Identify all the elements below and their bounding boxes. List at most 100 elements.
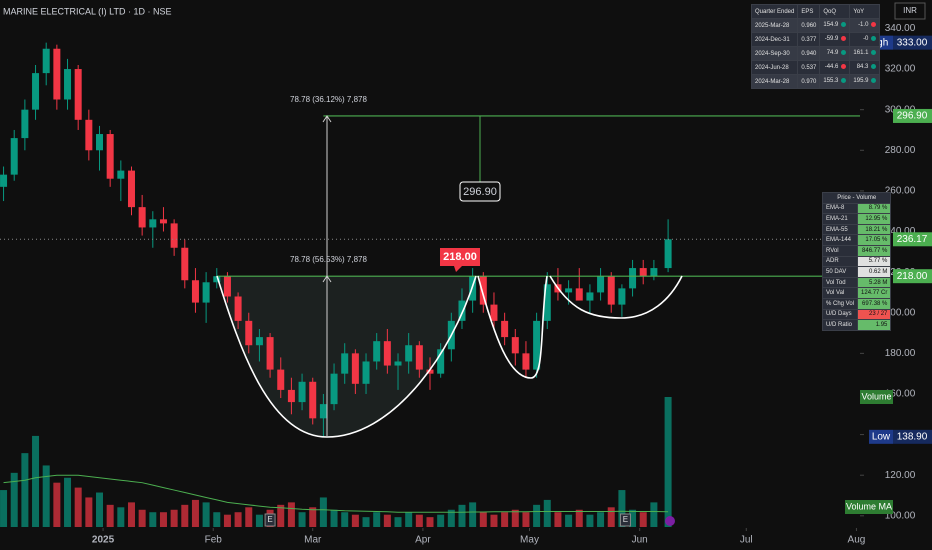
candle-body [234, 296, 242, 321]
candle-body [437, 349, 445, 374]
candle-body [159, 219, 167, 224]
table-row: EMA-21 12.95 % [821, 213, 892, 225]
candle-body [383, 341, 391, 366]
price-label: 236.17 [897, 234, 928, 245]
table-row: Vol Tod 5.28 M [821, 276, 892, 289]
volume-bar [426, 517, 434, 527]
trend-dot [841, 64, 847, 70]
row-value: 18.21 % [857, 223, 892, 236]
volume-bar [383, 514, 391, 527]
volume-bar [565, 514, 573, 527]
cell-text: 74.9 [826, 50, 839, 57]
volume-bar [330, 509, 338, 527]
table-row: U/D Ratio 1.95 [821, 319, 892, 331]
volume-bar [618, 490, 626, 527]
candle-body [629, 268, 637, 289]
x-tick-label: Mar [304, 535, 322, 546]
candle-body [10, 138, 18, 175]
volume-bar [522, 512, 530, 527]
row-label: % Chg Vol [821, 297, 859, 310]
row-label: EMA-55 [821, 223, 859, 236]
y-tick-label: 100.00 [885, 510, 916, 521]
table-cell: 2024-Dec-31 [750, 32, 799, 47]
table-row: ADR 5.77 % [821, 255, 892, 268]
x-tick-label: Jun [632, 535, 648, 546]
price-label-box [893, 108, 932, 123]
y-tick-label: 160.00 [885, 389, 916, 400]
volume-bar [245, 507, 253, 527]
table-cell: -59.9 [819, 32, 851, 47]
row-label: EMA-8 [821, 202, 859, 215]
cell-text: 154.9 [823, 22, 839, 29]
volume-bar [650, 502, 658, 527]
candle-body [533, 320, 541, 370]
event-marker-label: E [267, 515, 272, 524]
x-tick-label: May [520, 535, 539, 546]
candle-body [639, 268, 647, 277]
candle-body [394, 361, 402, 366]
header-cell: Quarter Ended [750, 4, 799, 19]
row-value: 697.38 % [857, 297, 892, 310]
callout-label: 296.90 [463, 186, 497, 198]
measure-arrow [322, 115, 332, 123]
volume-bar [309, 507, 317, 527]
volume-bar [458, 504, 466, 527]
x-tick-label: Aug [848, 535, 866, 546]
candle-body [170, 223, 178, 248]
volume-bar [575, 509, 583, 527]
cell-text: -1.0 [858, 22, 869, 29]
candle-body [277, 369, 285, 390]
table-title-row: Price - Volume [821, 192, 892, 204]
cell-text: 2024-Mar-28 [755, 78, 790, 85]
candle-body [415, 345, 423, 370]
volume-bar [64, 477, 72, 527]
row-value: 124.77 Cr [857, 287, 892, 299]
candle-body [42, 48, 50, 74]
volume-bar [607, 507, 615, 527]
table-cell: 0.377 [797, 32, 821, 47]
price-label: 296.90 [897, 111, 928, 122]
callout-box [440, 248, 480, 272]
volume-bar [181, 504, 189, 527]
table-cell: 0.537 [797, 60, 821, 75]
volume-bar [351, 514, 359, 527]
trend-dot [871, 64, 877, 70]
volume-bar [170, 509, 178, 527]
candle-body [522, 353, 530, 370]
row-label: U/D Days [821, 308, 859, 321]
volume-bar [85, 497, 93, 527]
trend-dot [871, 22, 877, 28]
volume-bar [373, 512, 381, 527]
trend-dot [841, 36, 847, 42]
y-tick-label: 120.00 [885, 470, 916, 481]
volume-ma-line [3, 474, 669, 513]
row-label: U/D Ratio [821, 319, 859, 331]
volume-bar [234, 512, 242, 527]
volume-bar [213, 512, 221, 527]
trend-dot [871, 50, 877, 56]
volume-bar [106, 504, 114, 527]
table-cell: 74.9 [819, 46, 851, 61]
cell-text: 2024-Dec-31 [755, 36, 790, 43]
row-value: 8.79 % [857, 202, 892, 215]
candle-body [149, 219, 157, 228]
volume-bar [597, 512, 605, 527]
table-row: Vol Val 124.77 Cr [821, 287, 892, 299]
candle-body [405, 345, 413, 362]
table-title: Price - Volume [821, 192, 892, 204]
volume-bar [511, 509, 519, 527]
volume-bar [629, 509, 637, 527]
volume-bar [479, 512, 487, 527]
row-label: EMA-21 [821, 213, 859, 225]
table-cell: 2024-Sep-30 [750, 46, 799, 61]
y-tick-label: 320.00 [885, 64, 916, 75]
row-label: RVol [821, 244, 859, 257]
candle-body [664, 239, 672, 269]
event-marker [619, 513, 631, 527]
volume-bar [447, 509, 455, 527]
candle-body [458, 300, 466, 321]
volume-bar [501, 512, 509, 527]
volume-bar [543, 499, 551, 527]
table-header-row: Quarter Ended EPS QoQ YoY [750, 4, 881, 19]
